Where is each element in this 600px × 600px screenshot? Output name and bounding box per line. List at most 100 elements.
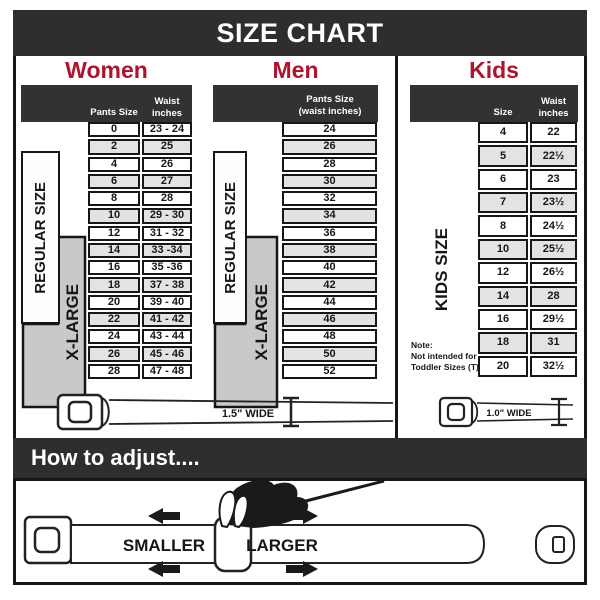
kids-waist-header: Waist inches — [538, 96, 569, 119]
page-title: SIZE CHART — [216, 17, 384, 48]
waist-cell: 26 — [142, 156, 192, 172]
waist-cell: 31 — [530, 332, 577, 354]
table-row: 40 — [213, 260, 378, 277]
table-row: 18 37 - 38 — [21, 277, 192, 294]
waist-cell: 28 — [142, 191, 192, 207]
kids-heading: Kids — [469, 57, 519, 83]
table-row: 28 47 - 48 — [21, 363, 192, 381]
waist-cell: 25½ — [530, 238, 577, 261]
table-row: 34 — [213, 208, 378, 225]
table-row: 14 28 — [410, 285, 578, 309]
pants-size-cell: 36 — [282, 225, 377, 241]
how-to-adjust-illustration: SMALLER LARGER — [13, 478, 587, 585]
table-row: 5 22½ — [410, 145, 578, 168]
belt-buckle-icon — [56, 393, 110, 431]
table-row: 26 — [213, 139, 378, 156]
pants-size-cell: 42 — [282, 277, 377, 293]
kids-size-box: KIDS SIZE — [416, 180, 468, 360]
women-size-table: Pants Size Waist inches 0 23 - 24 2 25 — [21, 85, 192, 409]
women-regular-size-box: REGULAR SIZE — [21, 151, 60, 324]
pants-size-cell: 6 — [88, 173, 140, 190]
belt-buckle-icon — [23, 515, 73, 565]
pants-size-cell: 24 — [282, 122, 377, 138]
belt-buckle-icon — [438, 396, 479, 428]
table-row: 52 — [213, 363, 378, 381]
men-size-table: Pants Size (waist inches) 24 26 28 — [213, 85, 378, 409]
women-xlarge-label: X-LARGE — [63, 284, 82, 361]
men-xlarge-label: X-LARGE — [251, 284, 271, 361]
waist-cell: 32½ — [530, 355, 577, 377]
table-row: 20 39 - 40 — [21, 294, 192, 312]
pants-size-cell: 4 — [88, 156, 140, 172]
how-to-adjust-title: How to adjust.... — [31, 445, 200, 470]
table-row: 8 28 — [21, 191, 192, 208]
table-row: 12 26½ — [410, 262, 578, 285]
men-table-header: Pants Size (waist inches) — [213, 85, 378, 122]
table-row: 24 43 - 44 — [21, 329, 192, 346]
size-cell: 12 — [478, 262, 528, 284]
women-heading: Women — [65, 57, 148, 83]
pants-size-cell: 46 — [282, 311, 377, 328]
waist-cell: 33 -34 — [142, 242, 192, 259]
belt-strap — [108, 399, 394, 404]
pants-size-cell: 24 — [88, 329, 140, 345]
hand-icon — [218, 479, 385, 529]
table-row: 10 29 - 30 — [21, 208, 192, 225]
table-row: 12 31 - 32 — [21, 225, 192, 243]
table-row: 4 22 — [410, 122, 578, 145]
table-row: 16 29½ — [410, 308, 578, 332]
table-row: 36 — [213, 225, 378, 243]
pants-size-cell: 40 — [282, 260, 377, 276]
waist-cell: 43 - 44 — [142, 329, 192, 345]
xlarge-region-shape — [21, 235, 87, 409]
pants-size-cell: 30 — [282, 173, 377, 190]
pants-size-cell: 0 — [88, 122, 140, 138]
smaller-label: SMALLER — [123, 536, 205, 555]
table-row: 32 — [213, 191, 378, 208]
pants-size-cell: 26 — [88, 346, 140, 362]
pants-size-cell: 52 — [282, 363, 377, 380]
arrow-left-icon — [148, 508, 180, 524]
women-regular-size-label: REGULAR SIZE — [32, 181, 49, 294]
pants-size-cell: 44 — [282, 294, 377, 310]
belt-strap — [108, 420, 394, 425]
waist-cell: 24½ — [530, 215, 577, 237]
size-cell: 20 — [478, 355, 528, 377]
table-row: 10 25½ — [410, 238, 578, 262]
width-measure-icon — [283, 396, 299, 428]
kids-size-label: KIDS SIZE — [432, 228, 451, 312]
pants-size-cell: 16 — [88, 260, 140, 276]
table-row: 50 — [213, 346, 378, 363]
men-heading: Men — [272, 57, 319, 83]
size-cell: 14 — [478, 285, 528, 307]
waist-cell: 45 - 46 — [142, 346, 192, 362]
adult-belt-illustration: 1.5" WIDE — [56, 393, 394, 431]
larger-label: LARGER — [246, 536, 318, 555]
size-cell: 6 — [478, 168, 528, 191]
table-row: 18 31 — [410, 332, 578, 355]
table-row: 2 25 — [21, 139, 192, 156]
pants-size-cell: 32 — [282, 191, 377, 207]
waist-cell: 37 - 38 — [142, 277, 192, 293]
kids-table-body: 4 22 5 22½ 6 23 7 23½ — [410, 122, 578, 379]
table-row: 20 32½ — [410, 355, 578, 379]
pants-size-cell: 8 — [88, 191, 140, 207]
adult-belt-width-label: 1.5" WIDE — [222, 408, 274, 420]
men-regular-size-label: REGULAR SIZE — [221, 181, 239, 294]
size-cell: 8 — [478, 215, 528, 237]
women-waist-header: Waist inches — [151, 96, 183, 119]
arrow-right-icon — [286, 561, 318, 577]
pants-size-cell: 20 — [88, 294, 140, 310]
table-row: 6 23 — [410, 168, 578, 192]
kids-size-table: Size Waist inches 4 22 5 22½ — [410, 85, 578, 379]
pants-size-cell: 34 — [282, 208, 377, 224]
waist-cell: 41 - 42 — [142, 311, 192, 328]
pants-size-cell: 2 — [88, 139, 140, 155]
table-row: 8 24½ — [410, 215, 578, 238]
belt-tip-icon — [535, 525, 575, 564]
size-cell: 4 — [478, 122, 528, 144]
waist-cell: 22½ — [530, 145, 577, 167]
size-cell: 16 — [478, 308, 528, 331]
waist-cell: 22 — [530, 122, 577, 144]
